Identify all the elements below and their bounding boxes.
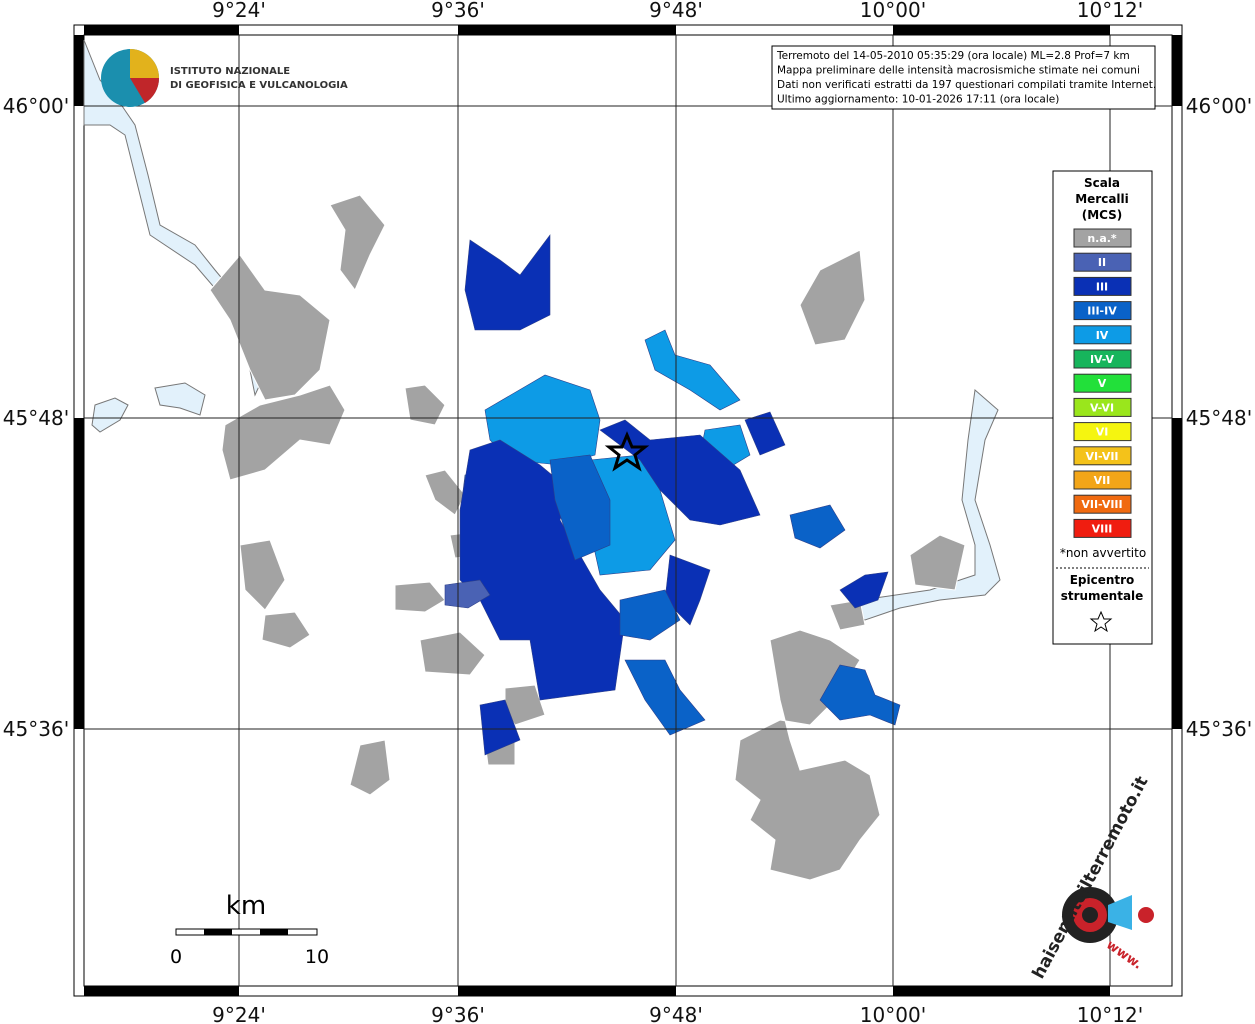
frame-bar xyxy=(74,418,84,729)
scale-unit: km xyxy=(226,891,266,921)
legend-swatch xyxy=(1073,301,1132,321)
longitude-label: 9°48' xyxy=(649,1003,703,1024)
legend-label: n.a.* xyxy=(1087,232,1117,245)
legend: ScalaMercalli(MCS)n.a.*IIIIIIII-IVIVIV-V… xyxy=(1056,176,1149,633)
ingv-line1: ISTITUTO NAZIONALE xyxy=(170,66,290,77)
latitude-label: 46°00' xyxy=(1186,94,1252,118)
legend-swatch xyxy=(1073,349,1132,369)
latitude-label: 45°36' xyxy=(3,717,69,741)
legend-swatch xyxy=(1073,446,1132,466)
frame-bar xyxy=(1172,35,1182,106)
legend-label: VIII xyxy=(1092,522,1113,535)
latitude-label: 46°00' xyxy=(3,94,69,118)
longitude-label: 10°12' xyxy=(1077,1003,1143,1024)
legend-label: IV xyxy=(1096,329,1109,342)
legend-swatch xyxy=(1073,422,1132,442)
legend-label: V-VI xyxy=(1090,401,1114,414)
scale-seg xyxy=(260,929,288,935)
frame-bar xyxy=(84,986,239,996)
latitude-label: 45°36' xyxy=(1186,717,1252,741)
info-lines: Terremoto del 14-05-2010 05:35:29 (ora l… xyxy=(776,50,1156,106)
legend-label: VII xyxy=(1094,474,1111,487)
badge-speaker xyxy=(1108,895,1132,930)
legend-note: *non avvertito xyxy=(1060,546,1146,560)
legend-swatch xyxy=(1073,518,1132,538)
info-line: Terremoto del 14-05-2010 05:35:29 (ora l… xyxy=(776,50,1130,62)
legend-label: V xyxy=(1098,377,1107,390)
longitude-label: 10°00' xyxy=(860,0,926,22)
legend-star xyxy=(1089,610,1113,633)
legend-label: VI-VII xyxy=(1085,450,1118,463)
latitude-label: 45°48' xyxy=(3,406,69,430)
latitude-label: 45°48' xyxy=(1186,406,1252,430)
epicentre-star xyxy=(604,431,650,472)
longitude-label: 9°36' xyxy=(431,1003,485,1024)
legend-label: II xyxy=(1098,256,1106,269)
not-felt-areas xyxy=(209,194,966,881)
lake-iseo xyxy=(848,389,1001,621)
legend-swatch xyxy=(1073,325,1132,345)
frame-bar xyxy=(458,25,676,35)
info-line: Mappa preliminare delle intensità macros… xyxy=(777,65,1140,77)
frame-bar xyxy=(84,25,239,35)
ingv-line2: DI GEOFISICA E VULCANOLOGIA xyxy=(170,80,348,91)
legend-title: (MCS) xyxy=(1082,208,1123,222)
lake-small2 xyxy=(154,382,206,416)
scale-end: 10 xyxy=(305,946,329,968)
legend-label: VII-VIII xyxy=(1081,498,1122,511)
legend-swatch xyxy=(1073,494,1132,514)
longitude-label: 9°24' xyxy=(212,0,266,22)
longitude-label: 9°36' xyxy=(431,0,485,22)
longitude-label: 9°24' xyxy=(212,1003,266,1024)
badge-question xyxy=(1138,907,1154,923)
legend-swatch xyxy=(1073,397,1132,417)
info-box xyxy=(771,45,1156,110)
ingv-logo-part xyxy=(130,78,160,103)
legend-epicentre: Epicentro xyxy=(1070,573,1135,587)
legend-swatch xyxy=(1073,276,1132,296)
scale-bar xyxy=(175,928,318,936)
ingv-logo-part xyxy=(130,49,159,78)
badge-core xyxy=(1082,907,1098,923)
info-line: Dati non verificati estratti da 197 ques… xyxy=(777,79,1156,91)
legend-label: VI xyxy=(1096,426,1109,439)
frame-bar xyxy=(893,986,1110,996)
legend-epicentre: strumentale xyxy=(1061,589,1144,603)
frame-bar xyxy=(893,25,1110,35)
longitude-label: 9°48' xyxy=(649,0,703,22)
longitude-label: 10°00' xyxy=(860,1003,926,1024)
frame-bar xyxy=(1172,418,1182,729)
legend-title: Scala xyxy=(1084,176,1120,190)
frame-bars xyxy=(74,25,1182,996)
felt-areas xyxy=(444,234,901,756)
legend-label: IV-V xyxy=(1090,353,1115,366)
lake-small xyxy=(91,397,129,433)
legend-label: III xyxy=(1096,280,1108,293)
scale-start: 0 xyxy=(170,946,182,968)
legend-swatch xyxy=(1073,373,1132,393)
legend-swatch xyxy=(1073,252,1132,272)
frame-bar xyxy=(458,986,676,996)
legend-label: III-IV xyxy=(1087,305,1117,318)
legend-swatch xyxy=(1073,228,1132,248)
legend-swatch xyxy=(1073,470,1132,490)
legend-title: Mercalli xyxy=(1075,192,1129,206)
info-line: Ultimo aggiornamento: 10-01-2026 17:11 (… xyxy=(777,94,1059,106)
longitude-label: 10°12' xyxy=(1077,0,1143,22)
frame-bar xyxy=(74,35,84,106)
scale-seg xyxy=(204,929,232,935)
